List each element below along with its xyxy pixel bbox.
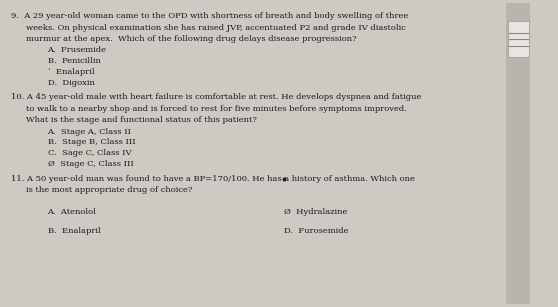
FancyBboxPatch shape (508, 21, 529, 57)
Text: What is the stage and functional status of this patient?: What is the stage and functional status … (26, 116, 256, 124)
Text: A.  Atenolol: A. Atenolol (47, 208, 97, 216)
Text: weeks. On physical examination she has raised JVP, accentuated P2 and grade IV d: weeks. On physical examination she has r… (26, 24, 405, 32)
Text: A.  Stage A, Class II: A. Stage A, Class II (47, 128, 132, 136)
FancyBboxPatch shape (507, 3, 530, 304)
Text: A.  Frusemide: A. Frusemide (47, 46, 107, 54)
Text: D.  Furosemide: D. Furosemide (283, 227, 348, 235)
Text: D.  Digoxin: D. Digoxin (47, 79, 94, 87)
Text: C.  Sage C, Class IV: C. Sage C, Class IV (47, 149, 131, 157)
Text: murmur at the apex.  Which of the following drug delays disease progression?: murmur at the apex. Which of the followi… (26, 35, 356, 43)
Text: is the most appropriate drug of choice?: is the most appropriate drug of choice? (26, 186, 192, 194)
Text: B.  Penicillin: B. Penicillin (47, 57, 100, 65)
Text: B.  Stage B, Class III: B. Stage B, Class III (47, 138, 135, 146)
Text: B.  Enalapril: B. Enalapril (47, 227, 100, 235)
Text: 9.  A 29 year-old woman came to the OPD with shortness of breath and body swelli: 9. A 29 year-old woman came to the OPD w… (11, 12, 408, 20)
Text: ‘  Enalapril: ‘ Enalapril (47, 68, 94, 76)
Text: 11. A 50 year-old man was found to have a BP=170/100. He has a history of asthma: 11. A 50 year-old man was found to have … (11, 175, 415, 183)
Text: to walk to a nearby shop and is forced to rest for five minutes before symptoms : to walk to a nearby shop and is forced t… (26, 105, 406, 113)
Text: 10. A 45 year-old male with heart failure is comfortable at rest. He develops dy: 10. A 45 year-old male with heart failur… (11, 93, 421, 101)
Text: Ø  Stage C, Class III: Ø Stage C, Class III (47, 160, 133, 168)
Text: Ø  Hydralazine: Ø Hydralazine (283, 208, 347, 216)
